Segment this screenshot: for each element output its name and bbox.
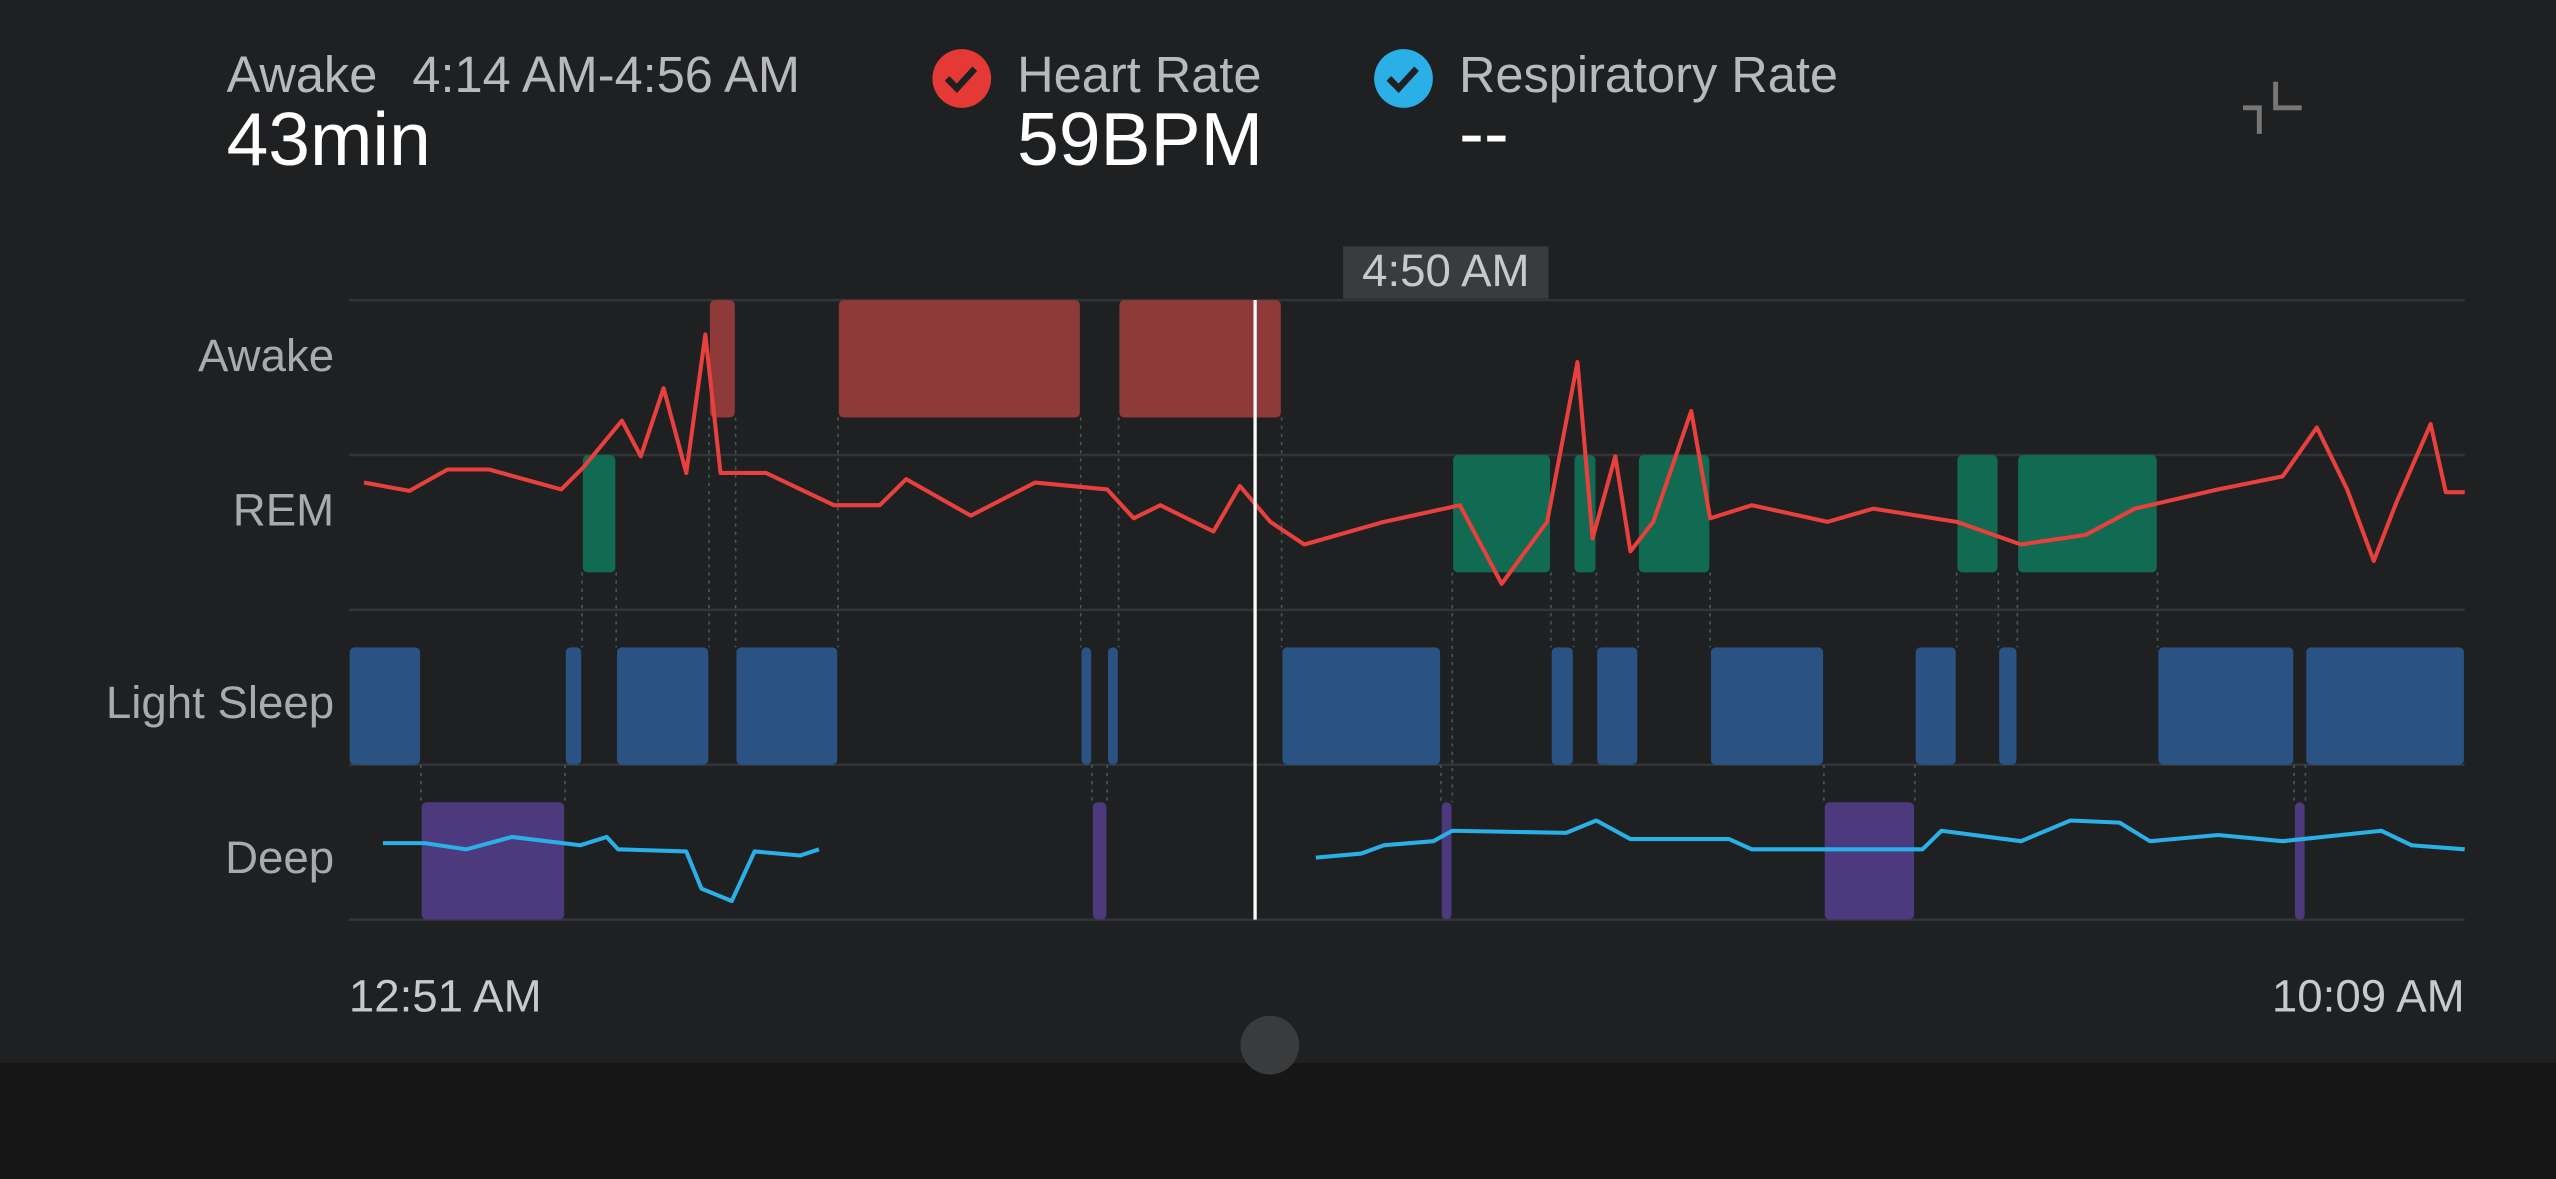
resp-toggle[interactable] (1374, 49, 1433, 108)
heart-toggle[interactable] (932, 49, 992, 108)
stage-segment (349, 647, 421, 765)
cursor-label-box (1343, 246, 1549, 299)
cursor-label: 4:50 AM (1362, 245, 1529, 296)
stage-range: 4:14 AM-4:56 AM (412, 46, 799, 103)
heart-rate-value: 59BPM (1017, 97, 1263, 181)
resp-rate-label: Respiratory Rate (1459, 46, 1838, 103)
stage-segment (1453, 455, 1551, 573)
stage-segment (421, 802, 565, 920)
stage-segment (1574, 455, 1596, 573)
stage-segment (1915, 647, 1956, 765)
stage-segment (1282, 647, 1441, 765)
stage-segment (1638, 455, 1710, 573)
x-tick-label: 12:51 AM (349, 971, 542, 1022)
stage-segment (616, 647, 709, 765)
stage-segment (1441, 802, 1452, 920)
stage-label: REM (233, 485, 334, 536)
stage-segment (1710, 647, 1824, 765)
stage-label: Light Sleep (106, 677, 334, 728)
stage-segment (2294, 802, 2305, 920)
stage-label: Awake (198, 330, 334, 381)
bottom-bar (0, 1063, 2556, 1179)
stage-segment (582, 455, 616, 573)
stage-segment (1081, 647, 1092, 765)
check-mark (944, 66, 978, 93)
stage-segment (1108, 647, 1118, 765)
resp-rate-line (382, 818, 2465, 904)
stage-name: Awake (227, 46, 378, 103)
stage-segment (1551, 647, 1573, 765)
handle[interactable] (1240, 1015, 1300, 1075)
stage-segment (1597, 647, 1638, 765)
collapse-icon[interactable] (2243, 81, 2302, 134)
resp-rate-value: -- (1459, 91, 1509, 175)
stage-segment (565, 647, 582, 765)
stage-segment (838, 300, 1080, 418)
x-tick-label: 10:09 AM (2272, 971, 2465, 1022)
heart-rate-line (363, 332, 2465, 586)
stage-segment (1119, 300, 1281, 418)
stage-segment (736, 647, 838, 765)
heart-rate-label: Heart Rate (1017, 46, 1261, 103)
stage-segment (709, 300, 735, 418)
stage-segment (1824, 802, 1915, 920)
stage-duration: 43min (227, 97, 431, 181)
stage-label: Deep (225, 832, 334, 883)
stage-segment (1999, 647, 2017, 765)
stage-segment (2306, 647, 2464, 765)
stage-segment (2018, 455, 2157, 573)
check-mark (1386, 66, 1419, 93)
stage-segment (1957, 455, 1998, 573)
stage-segment (1092, 802, 1107, 920)
stage-segment (2158, 647, 2294, 765)
